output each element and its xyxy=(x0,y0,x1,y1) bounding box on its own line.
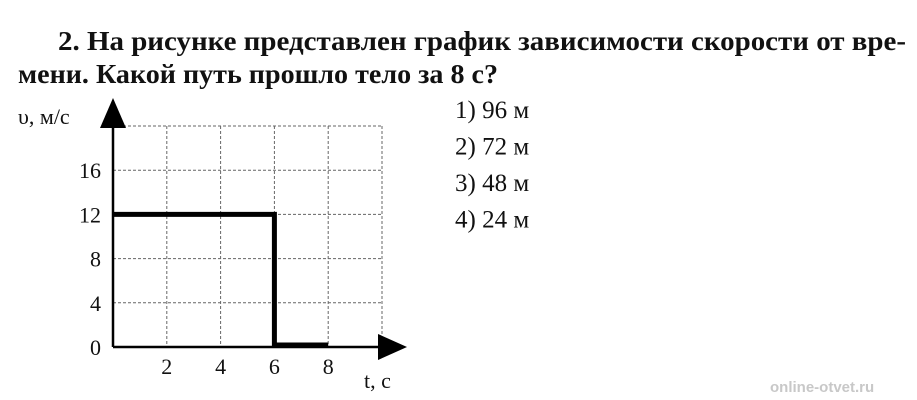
x-tick-label: 2 xyxy=(161,354,172,379)
y-tick-label: 4 xyxy=(90,291,101,316)
chart-axes: υ, м/с t, c xyxy=(18,98,407,393)
question-line-2: мени. Какой путь прошло тело за 8 с? xyxy=(18,59,498,89)
x-tick-label: 4 xyxy=(215,354,226,379)
series-line xyxy=(113,211,329,348)
y-tick-label: 16 xyxy=(79,158,101,183)
y-axis-arrow-icon xyxy=(100,98,126,128)
x-tick-label: 8 xyxy=(323,354,334,379)
answer-option: 3) 48 м xyxy=(455,170,529,197)
chart-grid xyxy=(113,125,383,347)
x-tick-label: 6 xyxy=(269,354,280,379)
y-tick-label: 0 xyxy=(90,335,101,360)
question-line-1: 2. На рисунке представлен график зависим… xyxy=(58,26,906,56)
answer-option: 2) 72 м xyxy=(455,134,529,161)
x-axis-label: t, c xyxy=(364,368,391,393)
y-tick-label: 12 xyxy=(79,202,101,227)
y-tick-label: 8 xyxy=(90,247,101,272)
answer-option: 4) 24 м xyxy=(455,207,529,234)
y-axis-label: υ, м/с xyxy=(18,104,70,129)
watermark: online-otvet.ru xyxy=(770,379,874,396)
answer-option: 1) 96 м xyxy=(455,97,529,124)
x-axis-arrow-icon xyxy=(378,334,407,360)
